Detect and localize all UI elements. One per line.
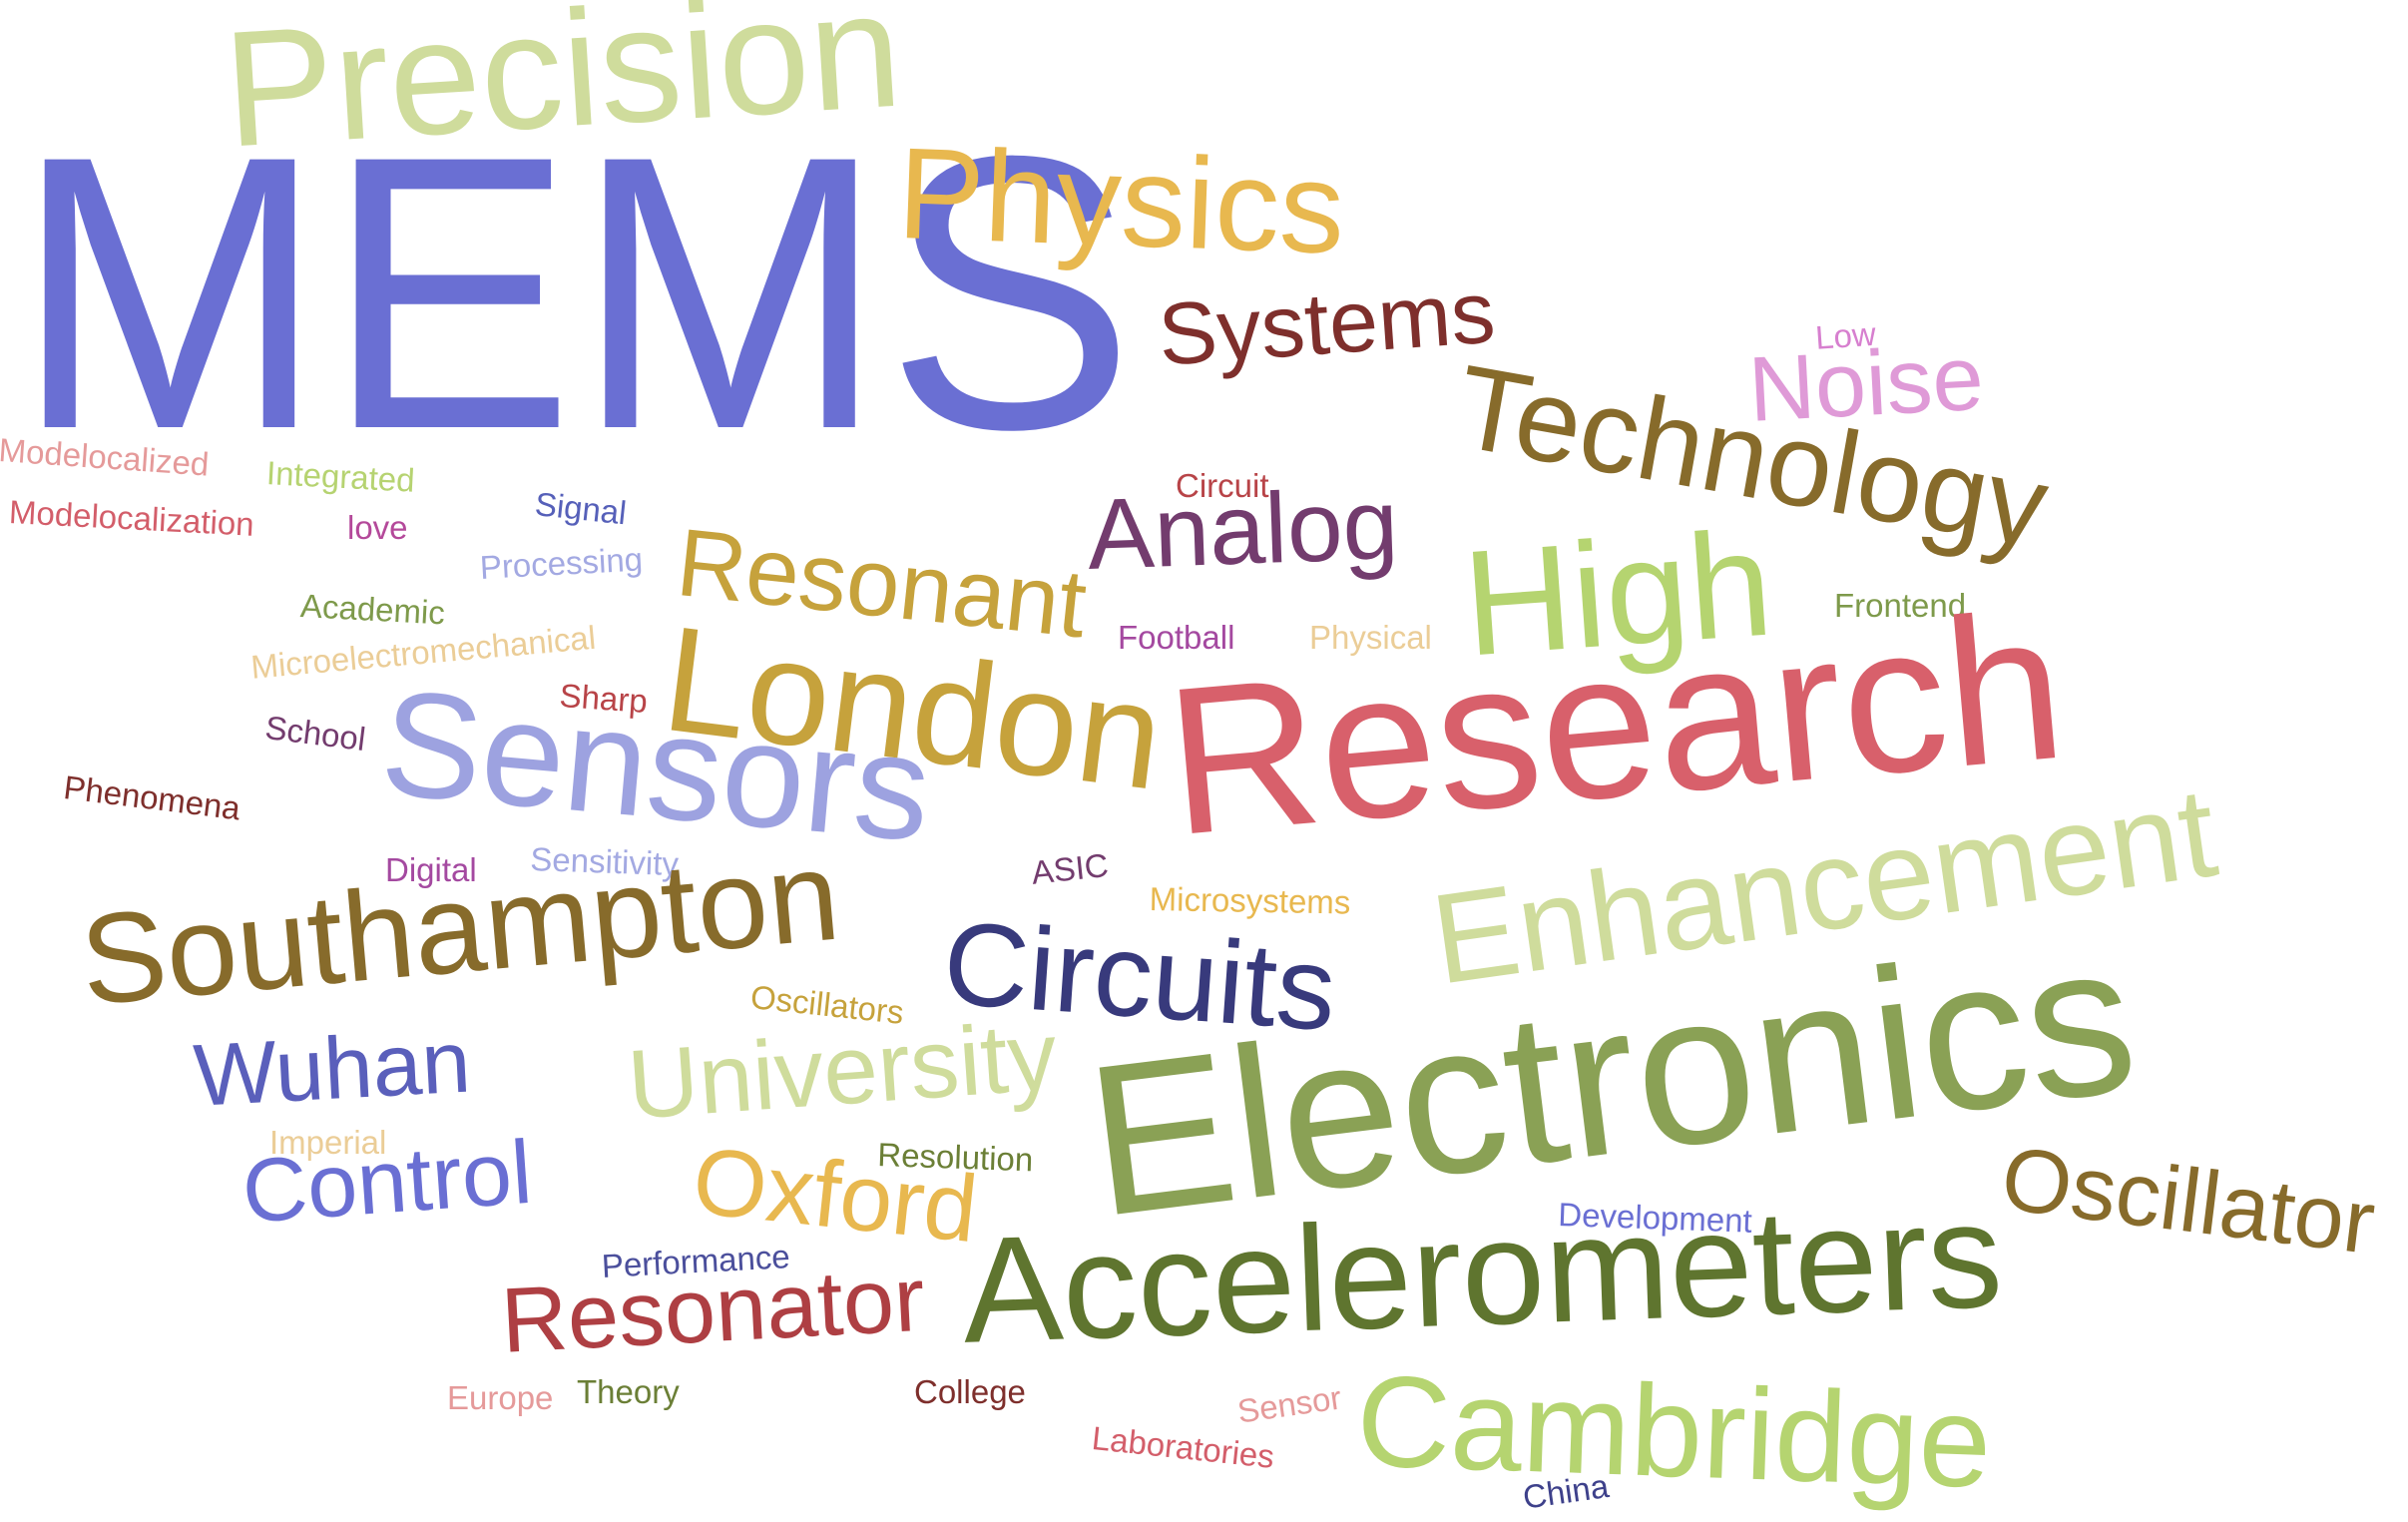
word-theory: Theory	[577, 1373, 680, 1410]
word-cambridge: Cambridge	[1354, 1347, 1994, 1516]
word-frontend: Frontend	[1834, 587, 1967, 624]
word-physical: Physical	[1309, 619, 1432, 656]
word-football: Football	[1118, 619, 1235, 656]
word-sensor: Sensor	[1234, 1378, 1344, 1430]
word-wuhan: Wuhan	[191, 1011, 473, 1125]
word-oscillator: Oscillator	[1996, 1129, 2380, 1274]
word-accelerometers: Accelerometers	[959, 1170, 2005, 1374]
word-southampton: Southampton	[75, 823, 845, 1033]
word-control: Control	[239, 1122, 536, 1243]
word-academic: Academic	[299, 587, 446, 632]
word-imperial: Imperial	[269, 1124, 387, 1161]
word-signal: Signal	[533, 485, 629, 532]
word-laboratories: Laboratories	[1090, 1419, 1276, 1475]
word-integrated: Integrated	[265, 454, 416, 499]
word-analog: Analog	[1085, 468, 1400, 591]
word-circuit: Circuit	[1176, 467, 1269, 504]
word-europe: Europe	[447, 1379, 554, 1416]
word-love: love	[347, 509, 408, 546]
word-resonator: Resonator	[498, 1248, 927, 1372]
word-asic: ASIC	[1029, 845, 1111, 891]
word-college: College	[914, 1373, 1026, 1410]
word-digital: Digital	[385, 851, 477, 888]
word-school: School	[262, 709, 368, 759]
word-mems: MEMS	[14, 75, 1136, 510]
word-systems: Systems	[1155, 261, 1499, 384]
word-phenomena: Phenomena	[61, 768, 242, 827]
word-oxford: Oxford	[688, 1128, 983, 1264]
word-university: University	[624, 1000, 1061, 1140]
word-processing: Processing	[478, 540, 644, 586]
word-physics: Physics	[895, 120, 1347, 281]
